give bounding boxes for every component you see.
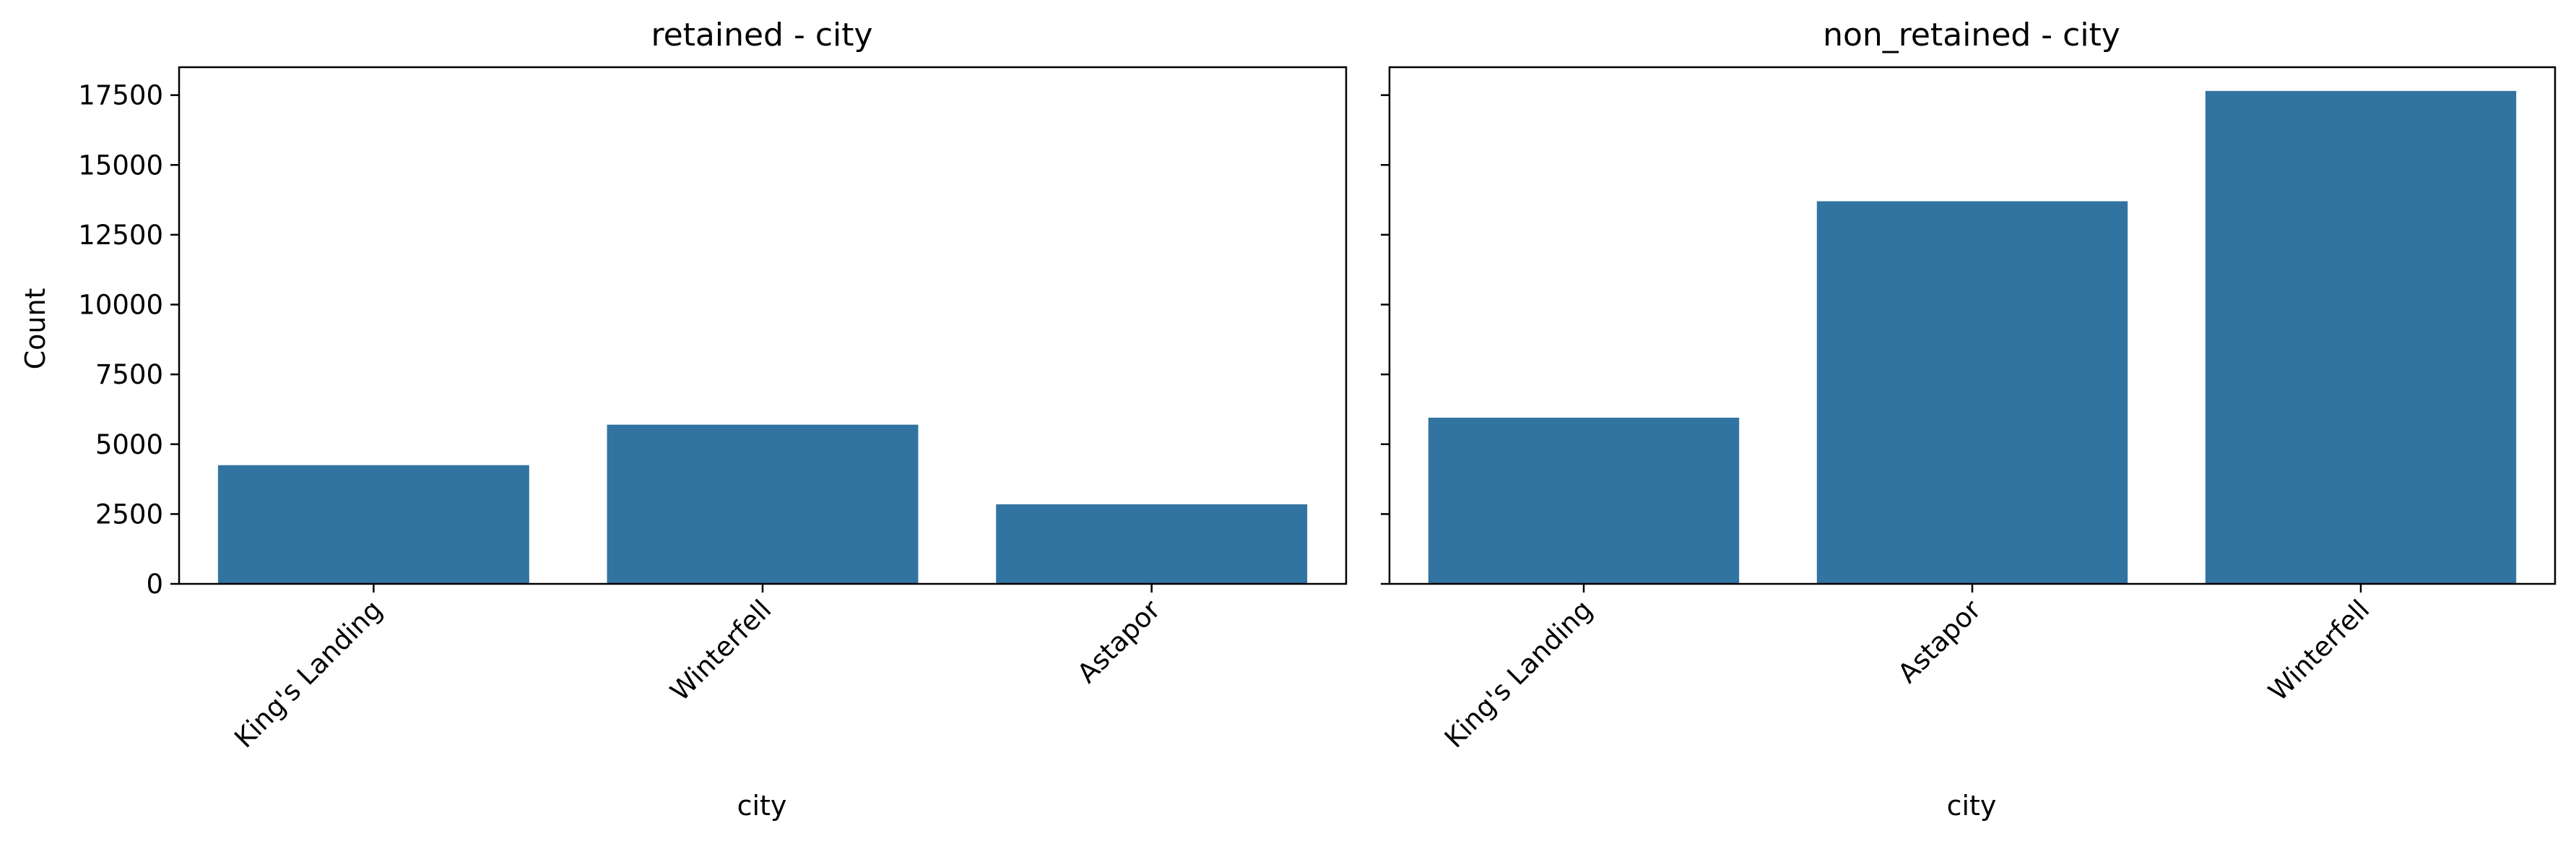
- left-panel-x-axis-label: city: [737, 790, 787, 822]
- left-panel-bar-3: [996, 504, 1308, 584]
- left-panel-y-tick-label-1: 0: [146, 569, 163, 600]
- left-panel-y-tick-label-5: 10000: [78, 290, 163, 321]
- left-panel-y-axis-label: Count: [19, 288, 51, 370]
- right-panel-x-axis-label: city: [1947, 790, 1997, 822]
- right-panel-bar-2: [1816, 201, 2128, 584]
- left-panel-y-tick-label-8: 17500: [78, 80, 163, 111]
- left-panel-bar-1: [217, 465, 529, 584]
- left-panel-y-tick-label-3: 5000: [95, 429, 163, 460]
- left-panel-y-tick-label-7: 15000: [78, 150, 163, 181]
- left-panel-y-tick-label-2: 2500: [95, 499, 163, 530]
- right-panel-bar-3: [2205, 90, 2517, 585]
- right-panel-title: non_retained - city: [1823, 17, 2120, 53]
- right-panel-bar-1: [1428, 418, 1740, 584]
- left-panel-y-tick-label-6: 12500: [78, 220, 163, 251]
- left-panel-title: retained - city: [651, 17, 872, 53]
- left-panel-y-tick-label-4: 7500: [95, 359, 163, 390]
- left-panel-bar-2: [607, 424, 919, 584]
